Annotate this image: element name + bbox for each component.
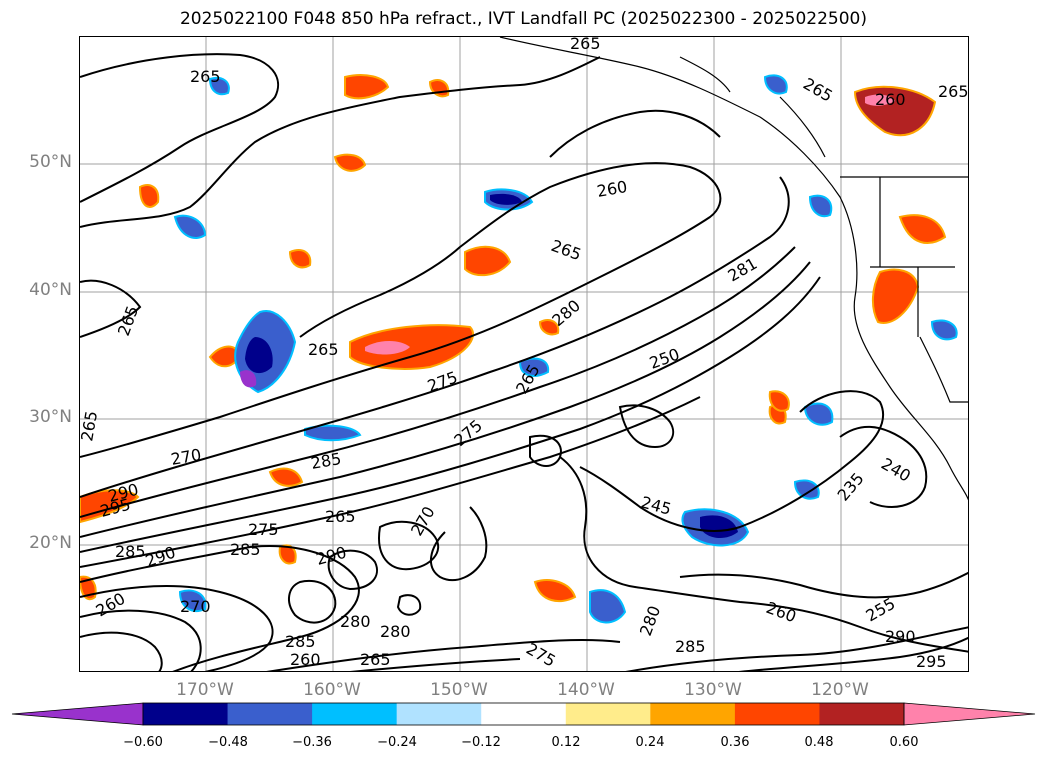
contour-label: 280	[636, 603, 664, 638]
colorbar-tick: −0.24	[377, 735, 417, 750]
colorbar-segment	[650, 703, 736, 725]
contour-label: 260	[875, 90, 906, 109]
colorbar-tick: 0.24	[635, 735, 665, 750]
coastlines	[499, 37, 968, 501]
contour-label: 265	[325, 507, 356, 526]
contour-label: 265	[549, 236, 584, 264]
contour-label: 295	[916, 652, 947, 671]
colorbar-tick: 0.36	[720, 735, 750, 750]
contour-label: 235	[834, 469, 868, 505]
contour-label: 270	[407, 503, 439, 539]
contour-label: 290	[885, 627, 916, 646]
contour-label: 265	[80, 409, 101, 442]
colorbar-extend-high	[903, 702, 1036, 726]
contour-label: 265	[190, 67, 221, 86]
colorbar-segment	[565, 703, 651, 725]
contour-label: 265	[938, 82, 969, 101]
colorbar-tick: 0.48	[804, 735, 834, 750]
contour-label: 265	[360, 650, 391, 669]
colorbar-segment	[312, 703, 398, 725]
lon-label-130w: 130°W	[684, 680, 742, 700]
contour-label: 285	[285, 632, 316, 651]
lon-label-150w: 150°W	[430, 680, 488, 700]
colorbar-segment	[227, 703, 313, 725]
map-canvas: 265 265 265 265 265 260 260 265 265 281 …	[80, 37, 969, 671]
contour-label: 285	[675, 637, 706, 656]
contour-label: 265	[570, 37, 601, 53]
colorbar-segment	[143, 703, 229, 725]
contour-label: 245	[639, 493, 673, 519]
contour-label: 255	[863, 594, 899, 626]
contour-label: 280	[340, 612, 371, 631]
contour-label: 285	[230, 540, 261, 559]
colorbar-segment	[396, 703, 482, 725]
lat-label-40n: 40°N	[29, 280, 72, 300]
contour-label: 275	[248, 520, 279, 539]
colorbar-segment	[734, 703, 820, 725]
lat-label-50n: 50°N	[29, 152, 72, 172]
contour-label: 265	[800, 74, 836, 106]
colorbar-outline	[142, 702, 905, 726]
colorbar-extend-low	[11, 702, 144, 726]
contour-label: 260	[595, 177, 628, 201]
contour-label: 265	[114, 303, 142, 338]
lon-label-140w: 140°W	[557, 680, 615, 700]
shading-warm	[80, 74, 947, 603]
shading-cold	[173, 74, 958, 624]
colorbar-tick: −0.48	[208, 735, 248, 750]
contour-label: 275	[523, 639, 559, 671]
contour-label: 265	[308, 340, 339, 359]
colorbar-tick: −0.36	[292, 735, 332, 750]
contour-label: 250	[647, 344, 682, 372]
contour-label: 260	[290, 650, 321, 669]
refractivity-contours	[80, 53, 968, 671]
colorbar-tick: −0.12	[461, 735, 501, 750]
contour-label: 285	[309, 449, 342, 473]
contour-label: 270	[169, 445, 202, 469]
colorbar-tick: −0.60	[123, 735, 163, 750]
contour-label: 290	[143, 542, 178, 570]
lon-label-160w: 160°W	[303, 680, 361, 700]
colorbar-segment	[819, 703, 905, 725]
contour-label: 280	[380, 622, 411, 641]
lat-label-30n: 30°N	[29, 407, 72, 427]
map-title: 2025022100 F048 850 hPa refract., IVT La…	[179, 9, 867, 29]
lat-label-20n: 20°N	[29, 533, 72, 553]
lon-label-120w: 120°W	[811, 680, 869, 700]
map-panel: 265 265 265 265 265 260 260 265 265 281 …	[79, 36, 969, 672]
lon-label-170w: 170°W	[176, 680, 234, 700]
contour-label: 285	[115, 542, 146, 561]
contour-label: 260	[764, 598, 799, 626]
colorbar-tick: 0.12	[551, 735, 581, 750]
colorbar-tick: 0.60	[889, 735, 919, 750]
colorbar-segment	[481, 703, 567, 725]
colorbar	[11, 702, 1036, 726]
contour-label: 240	[878, 454, 914, 486]
contour-label: 275	[425, 367, 460, 395]
contour-label: 270	[180, 597, 211, 616]
